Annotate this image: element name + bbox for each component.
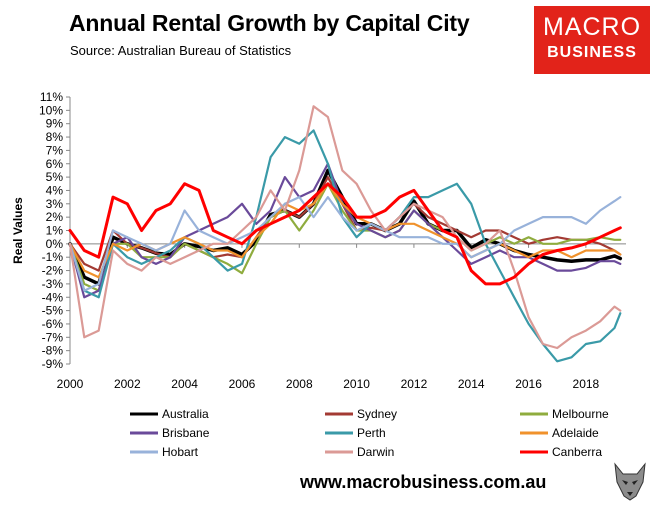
y-tick-label: 11% bbox=[40, 90, 63, 104]
footer-url[interactable]: www.macrobusiness.com.au bbox=[300, 472, 547, 492]
x-tick-label: 2016 bbox=[515, 377, 542, 391]
series-line-canberra bbox=[68, 182, 622, 286]
y-tick-label: 8% bbox=[46, 130, 64, 144]
series-line-sydney bbox=[68, 176, 622, 272]
y-tick-label: -8% bbox=[42, 344, 64, 358]
legend-label-canberra: Canberra bbox=[552, 445, 602, 459]
x-tick-label: 2000 bbox=[57, 377, 84, 391]
series-line-melbourne bbox=[68, 182, 622, 292]
series-line-hobart bbox=[68, 196, 622, 292]
y-tick-label: -2% bbox=[42, 264, 64, 278]
y-tick-label: 1% bbox=[46, 224, 64, 238]
y-tick-label: 2% bbox=[46, 210, 64, 224]
y-tick-label: 6% bbox=[46, 157, 64, 171]
x-tick-label: 2002 bbox=[114, 377, 141, 391]
series-line-perth bbox=[68, 129, 622, 363]
x-tick-label: 2008 bbox=[286, 377, 313, 391]
y-tick-label: 7% bbox=[46, 143, 64, 157]
series-line-darwin bbox=[68, 105, 622, 350]
y-tick-label: -1% bbox=[42, 250, 64, 264]
y-axis-label: Real Values bbox=[11, 197, 25, 264]
legend-label-brisbane: Brisbane bbox=[162, 426, 210, 440]
y-tick-label: 3% bbox=[46, 197, 64, 211]
y-tick-label: -3% bbox=[42, 277, 64, 291]
legend-label-sydney: Sydney bbox=[357, 407, 397, 421]
line-chart: 11%10%9%8%7%6%5%4%3%2%1%0%-1%-2%-3%-4%-5… bbox=[11, 90, 626, 459]
chart-title: Annual Rental Growth by Capital City bbox=[69, 10, 470, 36]
y-tick-label: 0% bbox=[46, 237, 64, 251]
y-tick-label: 4% bbox=[46, 183, 64, 197]
y-tick-label: 9% bbox=[46, 117, 64, 131]
macrobusiness-logo: MACRO BUSINESS bbox=[534, 6, 650, 74]
y-tick-label: 5% bbox=[46, 170, 64, 184]
legend-label-darwin: Darwin bbox=[357, 445, 394, 459]
y-tick-label: -5% bbox=[42, 304, 64, 318]
logo-line-2: BUSINESS bbox=[547, 44, 637, 61]
x-tick-label: 2012 bbox=[401, 377, 428, 391]
x-tick-label: 2018 bbox=[573, 377, 600, 391]
x-tick-label: 2014 bbox=[458, 377, 485, 391]
y-tick-label: 10% bbox=[39, 103, 63, 117]
series-line-brisbane bbox=[68, 162, 622, 299]
y-tick-label: -4% bbox=[42, 290, 64, 304]
series-line-australia bbox=[68, 168, 623, 286]
x-tick-label: 2004 bbox=[171, 377, 198, 391]
wolf-icon bbox=[614, 462, 646, 501]
y-tick-label: -7% bbox=[42, 330, 64, 344]
chart-subtitle: Source: Australian Bureau of Statistics bbox=[70, 43, 292, 58]
logo-line-1: MACRO bbox=[542, 13, 642, 41]
x-tick-label: 2006 bbox=[229, 377, 256, 391]
legend-label-australia: Australia bbox=[162, 407, 209, 421]
y-tick-label: -6% bbox=[42, 317, 64, 331]
y-tick-label: -9% bbox=[42, 357, 64, 371]
legend-label-adelaide: Adelaide bbox=[552, 426, 599, 440]
legend-label-melbourne: Melbourne bbox=[552, 407, 609, 421]
x-tick-label: 2010 bbox=[343, 377, 370, 391]
legend-label-perth: Perth bbox=[357, 426, 386, 440]
legend-label-hobart: Hobart bbox=[162, 445, 199, 459]
